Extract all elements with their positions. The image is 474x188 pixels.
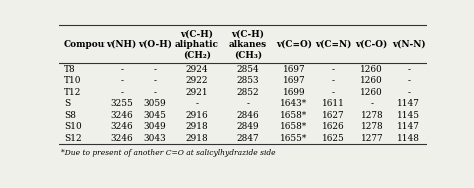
- Text: *Due to present of another C=O at salicylhydrazide side: *Due to present of another C=O at salicy…: [61, 149, 276, 156]
